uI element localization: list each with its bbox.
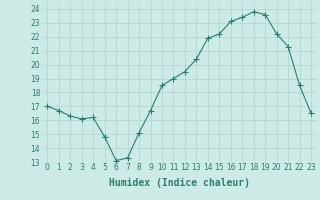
X-axis label: Humidex (Indice chaleur): Humidex (Indice chaleur)	[109, 178, 250, 188]
